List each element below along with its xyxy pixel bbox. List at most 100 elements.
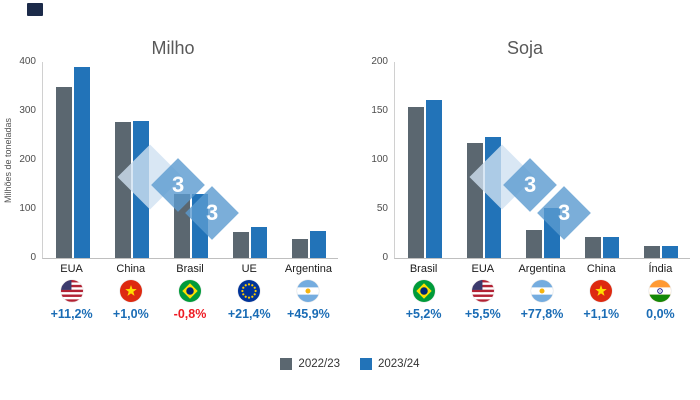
bar-2023/24 <box>250 226 267 258</box>
watermark-glyph: 3 <box>171 172 185 197</box>
y-axis-label: Milhões de toneladas <box>3 117 13 203</box>
brazil-flag-icon <box>179 280 201 302</box>
flag-cell <box>42 280 101 302</box>
flags-row <box>42 280 338 302</box>
brazil-flag-icon <box>412 280 435 302</box>
flag-cell <box>220 280 279 302</box>
y-tick-label: 400 <box>19 56 36 67</box>
y-axis-ticks: 200 150 100 50 0 <box>360 57 394 263</box>
y-tick-label: 100 <box>371 154 388 165</box>
legend-item: 2023/24 <box>360 358 420 370</box>
bar-2022/23 <box>584 237 601 258</box>
category-labels: EUA China Brasil UE Argentina <box>42 263 338 275</box>
watermark-glyph: 3 <box>205 200 219 225</box>
flag-cell <box>160 280 219 302</box>
x-label: Brasil <box>176 263 204 275</box>
usa-flag-icon <box>471 280 494 302</box>
y-tick-label: 200 <box>371 56 388 67</box>
y-tick-label: 50 <box>376 203 388 214</box>
y-axis-ticks: 400 300 200 100 0 <box>8 57 42 263</box>
bar-2023/24 <box>73 67 90 258</box>
x-label: Argentina <box>284 263 332 275</box>
pct-change-label: +5,5% <box>464 307 501 321</box>
plot-area-soja: 3 3 <box>394 62 690 259</box>
y-tick-label: 200 <box>19 154 36 165</box>
x-label: Argentina <box>518 263 566 275</box>
y-tick-label: 100 <box>19 203 36 214</box>
bar-2022/23 <box>643 246 660 258</box>
argentina-flag-icon <box>531 280 553 302</box>
x-label: EUA <box>60 263 83 275</box>
bar-group-argentina <box>279 62 338 258</box>
bar-group-china <box>572 62 631 258</box>
usa-flag-icon <box>60 280 83 302</box>
x-label: China <box>586 263 616 275</box>
x-label: China <box>116 263 146 275</box>
bar-2022/23 <box>291 239 308 258</box>
y-tick-label: 0 <box>30 252 36 263</box>
watermark-glyph: 3 <box>557 200 571 225</box>
bar-2023/24 <box>661 246 678 258</box>
y-tick-label: 300 <box>19 105 36 116</box>
bar-2023/24 <box>602 237 619 258</box>
bar-group-ue <box>220 62 279 258</box>
pct-change-label: +1,1% <box>583 307 620 321</box>
bar-group-brasil <box>395 62 454 258</box>
legend-label: 2022/23 <box>298 358 340 370</box>
y-tick-label: 0 <box>382 252 388 263</box>
x-label: EUA <box>471 263 495 275</box>
legend-item: 2022/23 <box>280 358 340 370</box>
plot-row: 200 150 100 50 0 3 3 <box>360 57 690 263</box>
pct-change-label: +45,9% <box>287 307 330 321</box>
x-label: UE <box>241 263 257 275</box>
category-labels: Brasil EUA Argentina China Índia <box>394 263 690 275</box>
flag-cell <box>279 280 338 302</box>
bar-2022/23 <box>525 229 542 258</box>
y-tick-label: 150 <box>371 105 388 116</box>
bar-2022/23 <box>55 86 72 258</box>
corner-logo-fragment <box>27 3 43 16</box>
pct-change-label: -0,8% <box>173 307 207 321</box>
plot-row: 400 300 200 100 0 3 3 <box>8 57 338 263</box>
bar-2022/23 <box>407 107 424 258</box>
flags-row <box>394 280 690 302</box>
pct-change-label: 0,0% <box>646 307 675 321</box>
pct-change-label: +5,2% <box>405 307 442 321</box>
chart-title-soja: Soja <box>506 38 544 58</box>
flag-cell <box>512 280 571 302</box>
chart-title-milho: Milho <box>151 38 195 58</box>
bar-2023/24 <box>309 230 326 258</box>
flag-cell <box>453 280 512 302</box>
flag-cell <box>631 280 690 302</box>
pct-row: +5,2% +5,5% +77,8% +1,1% 0,0% <box>394 307 690 321</box>
chart-panel-milho: Milho Milhões de toneladas 400 300 200 100 0… <box>3 36 338 321</box>
legend-swatch <box>280 358 293 370</box>
argentina-flag-icon <box>297 280 320 302</box>
bar-2022/23 <box>232 232 249 258</box>
china-flag-icon <box>119 280 142 302</box>
bar-group-eua <box>43 62 102 258</box>
bar-group-índia <box>631 62 690 258</box>
china-flag-icon <box>590 280 613 302</box>
eu-flag-icon <box>238 280 261 302</box>
watermark-glyph: 3 <box>523 172 537 197</box>
bar-2022/23 <box>466 143 483 258</box>
x-label: Brasil <box>409 263 438 275</box>
bar-2023/24 <box>425 100 442 258</box>
plot-area-milho: 3 3 <box>42 62 338 259</box>
flag-cell <box>101 280 160 302</box>
pct-change-label: +1,0% <box>112 307 149 321</box>
legend-label: 2023/24 <box>378 358 420 370</box>
pct-change-label: +77,8% <box>520 307 564 321</box>
x-label: Índia <box>648 263 673 275</box>
flag-cell <box>572 280 631 302</box>
pct-row: +11,2% +1,0% -0,8% +21,4% +45,9% <box>42 307 338 321</box>
legend: 2022/23 2023/24 <box>0 358 700 370</box>
india-flag-icon <box>649 280 672 302</box>
flag-cell <box>394 280 453 302</box>
pct-change-label: +21,4% <box>227 307 271 321</box>
pct-change-label: +11,2% <box>50 307 93 321</box>
bar-2022/23 <box>114 122 131 258</box>
legend-swatch <box>360 358 372 370</box>
